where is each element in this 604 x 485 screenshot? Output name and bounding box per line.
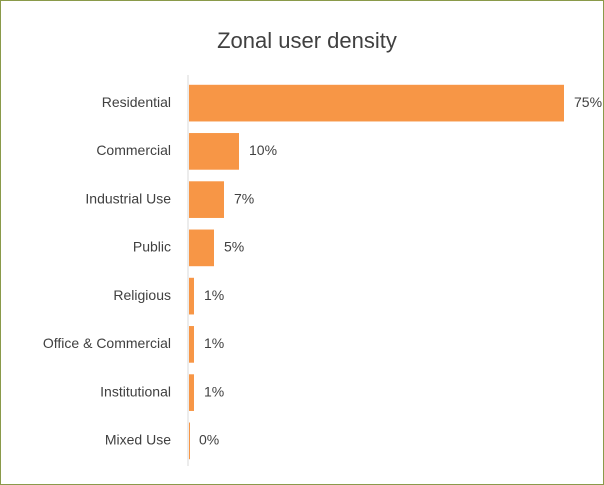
bar	[189, 326, 194, 363]
bar	[189, 181, 224, 218]
bar	[189, 374, 194, 411]
bar	[189, 422, 190, 460]
data-label: 5%	[224, 239, 244, 255]
chart-title: Zonal user density	[217, 28, 397, 53]
data-label: 10%	[249, 142, 277, 158]
y-tick-label: Mixed Use	[105, 432, 171, 448]
y-tick-label: Public	[133, 239, 171, 255]
y-tick-label: Commercial	[96, 142, 171, 158]
data-label: 7%	[234, 190, 254, 206]
data-label: 1%	[204, 335, 224, 351]
data-label: 75%	[574, 94, 602, 110]
y-tick-label: Industrial Use	[85, 190, 171, 206]
y-tick-label: Religious	[113, 287, 171, 303]
data-label: 0%	[199, 432, 219, 448]
data-label: 1%	[204, 287, 224, 303]
y-tick-label: Office & Commercial	[43, 335, 171, 351]
bar	[189, 133, 239, 170]
y-tick-label: Residential	[102, 94, 171, 110]
bar	[189, 277, 194, 315]
y-tick-label: Institutional	[100, 383, 171, 399]
bar	[189, 84, 564, 122]
bar	[189, 229, 214, 267]
data-label: 1%	[204, 383, 224, 399]
